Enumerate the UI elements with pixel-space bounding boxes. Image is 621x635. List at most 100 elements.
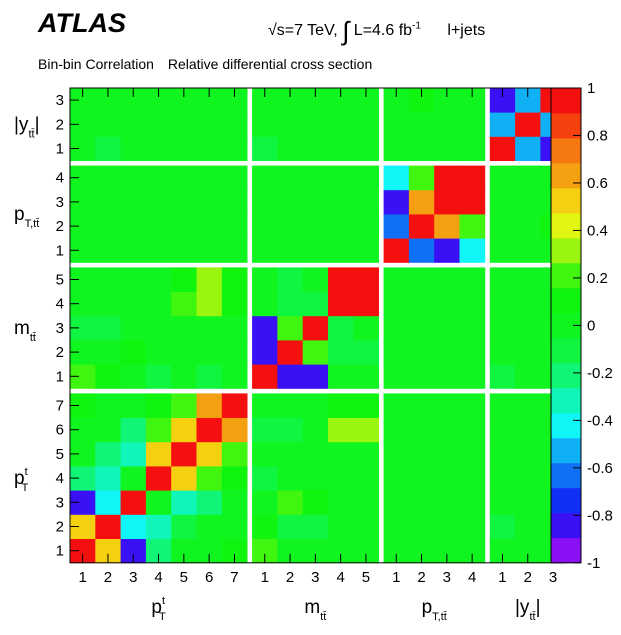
- colorbar-tick-label: -1: [587, 555, 600, 572]
- x-tick-label: 4: [336, 569, 344, 586]
- heatmap-cell: [277, 315, 304, 341]
- colorbar-band: [551, 88, 581, 114]
- heatmap-cell: [277, 165, 304, 191]
- heatmap-cell: [408, 136, 435, 161]
- heatmap-cell: [277, 214, 304, 239]
- heatmap-cell: [408, 466, 435, 491]
- heatmap-cell: [383, 112, 410, 137]
- heatmap-cell: [302, 490, 329, 515]
- y-tick-label: 3: [56, 194, 64, 211]
- heatmap-cell: [277, 364, 304, 389]
- colorbar-band: [551, 537, 581, 564]
- heatmap-cell: [515, 340, 541, 365]
- y-tick-label: 3: [56, 92, 64, 109]
- heatmap-cell: [221, 441, 248, 467]
- heatmap-cell: [459, 466, 486, 491]
- heatmap-cell: [171, 490, 197, 515]
- heatmap-cell: [221, 417, 248, 443]
- x-tick-label: 3: [549, 569, 557, 586]
- heatmap-cell: [277, 490, 304, 515]
- heatmap-cell: [171, 364, 197, 389]
- heatmap-cell: [328, 417, 354, 443]
- heatmap-cell: [328, 267, 354, 292]
- heatmap-cell: [196, 112, 223, 137]
- heatmap-cell: [459, 364, 486, 389]
- heatmap-cell: [221, 267, 248, 292]
- heatmap-cell: [252, 136, 278, 161]
- heatmap-cell: [196, 340, 223, 365]
- heatmap-cell: [95, 189, 121, 215]
- heatmap-cell: [277, 393, 304, 418]
- heatmap-cell: [434, 214, 460, 239]
- colorbar-band: [551, 487, 581, 514]
- heatmap-cell: [434, 189, 460, 215]
- heatmap-cell: [353, 490, 379, 515]
- heatmap-cell: [277, 267, 304, 292]
- heatmap-cell: [302, 514, 329, 539]
- heatmap-cell: [408, 364, 435, 389]
- heatmap-cell: [252, 441, 278, 467]
- heatmap-cell: [196, 165, 223, 191]
- y-tick-label: 4: [56, 170, 64, 187]
- colorbar-band: [551, 337, 581, 364]
- heatmap-cell: [120, 466, 147, 491]
- heatmap-cell: [408, 340, 435, 365]
- heatmap-cell: [196, 315, 223, 341]
- x-tick-label: 1: [498, 569, 506, 586]
- heatmap-cell: [120, 189, 147, 215]
- heatmap-cell: [353, 189, 379, 215]
- heatmap-cell: [353, 291, 379, 317]
- heatmap-cell: [328, 364, 354, 389]
- subtitle-left: Bin-bin Correlation: [38, 56, 154, 72]
- heatmap-cell: [383, 267, 410, 292]
- heatmap-cell: [434, 364, 460, 389]
- heatmap-cell: [302, 214, 329, 239]
- heatmap-cell: [408, 441, 435, 467]
- heatmap-cell: [95, 466, 121, 491]
- heatmap-cell: [171, 267, 197, 292]
- heatmap-cell: [171, 189, 197, 215]
- heatmap-cell: [328, 136, 354, 161]
- colorbar-tick-label: -0.4: [587, 412, 613, 429]
- y-tick-label: 2: [56, 519, 64, 536]
- heatmap-cell: [383, 189, 410, 215]
- heatmap-cell: [302, 315, 329, 341]
- heatmap-cell: [120, 364, 147, 389]
- heatmap-cell: [196, 490, 223, 515]
- heatmap-cell: [328, 340, 354, 365]
- heatmap-cell: [515, 441, 541, 467]
- heatmap-cell: [221, 291, 248, 317]
- heatmap-cell: [328, 466, 354, 491]
- x-tick-label: 1: [261, 569, 269, 586]
- y-tick-label: 3: [56, 320, 64, 337]
- heatmap-cell: [302, 238, 329, 263]
- x-tick-label: 1: [78, 569, 86, 586]
- heatmap-cell: [252, 514, 278, 539]
- heatmap-cell: [277, 189, 304, 215]
- heatmap-cell: [171, 417, 197, 443]
- heatmap-cell: [252, 393, 278, 418]
- heatmap-cell: [459, 340, 486, 365]
- heatmap-cell: [171, 291, 197, 317]
- heatmap-cell: [408, 267, 435, 292]
- heatmap-cell: [196, 214, 223, 239]
- y-tick-label: 1: [56, 368, 64, 385]
- colorbar-tick-label: 0.2: [587, 270, 608, 287]
- heatmap-cell: [302, 393, 329, 418]
- heatmap-cell: [221, 214, 248, 239]
- heatmap-cell: [145, 214, 172, 239]
- heatmap-cell: [95, 315, 121, 341]
- subtitle-right: Relative differential cross section: [167, 56, 373, 72]
- heatmap-cell: [196, 441, 223, 467]
- colorbar-band: [551, 362, 581, 389]
- heatmap-cell: [459, 315, 486, 341]
- colorbar-band: [551, 187, 581, 214]
- heatmap-cell: [252, 364, 278, 389]
- heatmap-cell: [459, 189, 486, 215]
- heatmap-cell: [328, 189, 354, 215]
- heatmap-cell: [145, 315, 172, 341]
- colorbar-band: [551, 237, 581, 264]
- colorbar-band: [551, 137, 581, 164]
